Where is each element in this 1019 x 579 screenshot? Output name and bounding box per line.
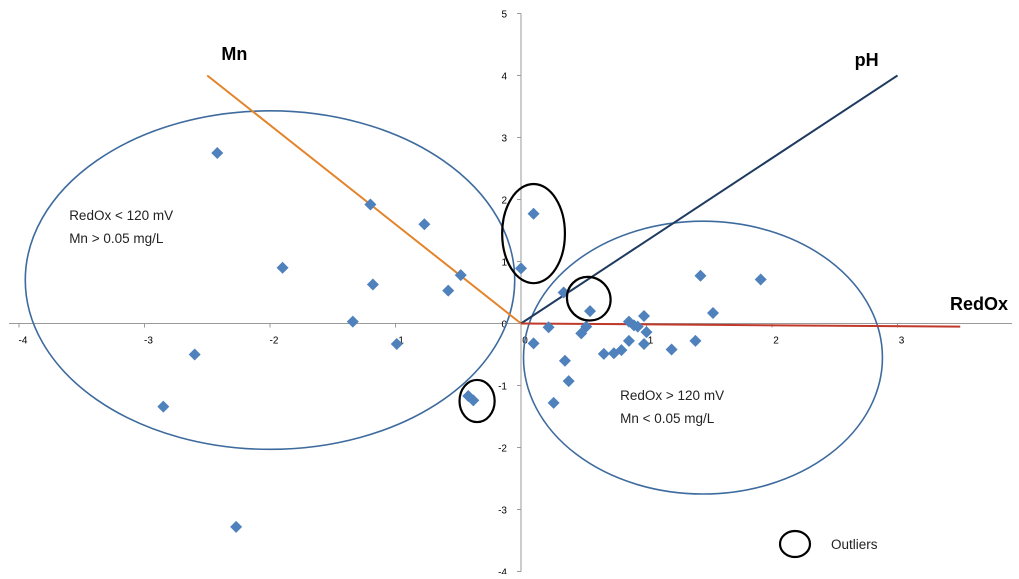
annotation-text: RedOx < 120 mV	[69, 208, 173, 223]
y-tick-label: 1	[501, 258, 507, 269]
x-tick-label: 1	[648, 336, 654, 347]
vector-label-redox: RedOx	[950, 294, 1008, 314]
data-point	[665, 343, 678, 356]
data-point	[584, 305, 597, 318]
legend-outlier-symbol	[778, 529, 812, 559]
y-tick-label: 4	[501, 72, 507, 83]
outlier-ellipse	[501, 182, 567, 285]
x-tick-label: 2	[773, 336, 779, 347]
data-point	[157, 400, 170, 413]
y-tick-label: -4	[498, 568, 507, 575]
data-point	[467, 394, 480, 407]
data-point	[689, 334, 702, 347]
data-point	[558, 354, 571, 367]
legend: Outliers	[778, 529, 878, 559]
y-tick-label: -3	[498, 506, 507, 517]
data-point	[547, 396, 560, 409]
annotation-text: RedOx > 120 mV	[620, 388, 724, 403]
data-point	[230, 520, 243, 533]
data-point	[580, 320, 593, 333]
vector-ph	[520, 74, 899, 325]
y-tick-label: -1	[498, 382, 507, 393]
annotations: RedOx < 120 mV Mn > 0.05 mg/L RedOx > 120 …	[69, 208, 724, 426]
data-point	[276, 261, 289, 274]
loading-vectors: Mn pH RedOx	[206, 44, 1008, 328]
data-point	[640, 326, 653, 339]
data-point	[346, 315, 359, 328]
data-point	[637, 337, 650, 350]
axes: -4-3-2-10123543210-1-2-3-4	[9, 10, 1012, 579]
data-point	[390, 337, 403, 350]
data-point	[442, 284, 455, 297]
data-point	[637, 310, 650, 323]
annotation-text: Mn < 0.05 mg/L	[620, 411, 715, 426]
vector-mn	[206, 74, 522, 325]
data-point	[527, 337, 540, 350]
outlier-ellipse	[458, 378, 496, 424]
data-point	[188, 348, 201, 361]
cluster-ellipse	[522, 220, 884, 495]
data-point	[562, 375, 575, 388]
x-tick-label: -4	[19, 336, 28, 347]
data-point	[597, 347, 610, 360]
data-points	[157, 147, 767, 533]
data-point	[707, 306, 720, 319]
legend-label: Outliers	[831, 537, 878, 552]
x-tick-label: 3	[899, 336, 905, 347]
data-point	[631, 320, 644, 333]
cluster-ellipses	[24, 110, 884, 495]
data-point	[622, 334, 635, 347]
data-point	[454, 269, 467, 282]
data-point	[615, 344, 628, 357]
data-point	[211, 147, 224, 159]
y-tick-label: 5	[501, 10, 507, 21]
y-tick-label: -2	[498, 444, 507, 455]
cluster-ellipse	[24, 110, 516, 451]
data-point	[694, 269, 707, 282]
outlier-ellipse	[565, 275, 612, 322]
vector-label-mn: Mn	[221, 44, 247, 64]
x-tick-label: -3	[144, 336, 153, 347]
data-point	[364, 198, 377, 211]
data-point	[527, 207, 540, 220]
data-point	[754, 273, 767, 286]
data-point	[542, 321, 555, 334]
x-tick-label: -2	[270, 336, 279, 347]
data-point	[366, 278, 379, 291]
annotation-text: Mn > 0.05 mg/L	[69, 231, 164, 246]
vector-redox	[520, 322, 961, 328]
data-point	[418, 218, 431, 231]
data-point	[515, 262, 527, 275]
y-tick-label: 0	[501, 320, 507, 331]
y-tick-label: 2	[501, 196, 507, 207]
y-tick-label: 3	[501, 134, 507, 145]
vector-label-ph: pH	[855, 50, 879, 70]
outlier-ellipses	[458, 182, 612, 424]
